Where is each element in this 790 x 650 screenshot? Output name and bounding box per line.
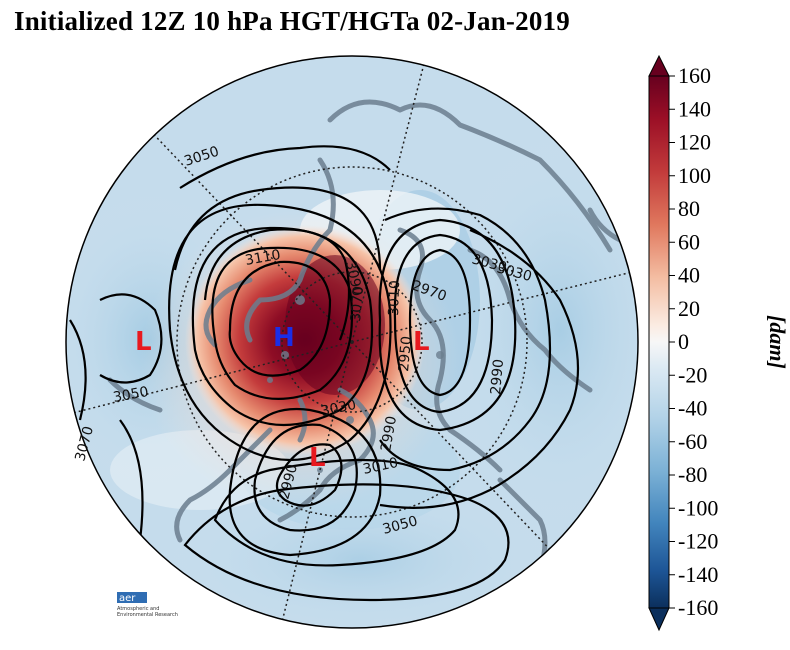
colorbar-tick-label: -40 bbox=[678, 396, 707, 421]
logo-text: aer bbox=[119, 593, 136, 604]
colorbar-tick-label: 140 bbox=[678, 96, 711, 121]
colorbar-tick-label: -160 bbox=[678, 595, 718, 620]
colorbar-tick-label: 80 bbox=[678, 196, 700, 221]
colorbar-tick-label: 20 bbox=[678, 296, 700, 321]
low-pressure-marker: L bbox=[309, 443, 326, 473]
colorbar-tick-label: 120 bbox=[678, 130, 711, 155]
pressure-systems: L H L L bbox=[135, 323, 430, 473]
colorbar-tick-label: -100 bbox=[678, 495, 718, 520]
colorbar-tick-label: 60 bbox=[678, 229, 700, 254]
low-pressure-marker: L bbox=[135, 327, 152, 357]
contour-label: 3090 bbox=[342, 260, 365, 298]
map-title: Initialized 12Z 10 hPa HGT/HGTa 02-Jan-2… bbox=[14, 6, 570, 36]
polar-map bbox=[66, 56, 638, 628]
aer-logo: aer Atmospheric and Environmental Resear… bbox=[117, 592, 178, 618]
colorbar-tick-label: 40 bbox=[678, 263, 700, 288]
high-pressure-marker: H bbox=[273, 323, 295, 353]
contour-label: 3010 bbox=[386, 280, 403, 316]
contour-label: 3030 bbox=[320, 397, 358, 420]
contour-label: 2950 bbox=[396, 335, 415, 372]
graticule bbox=[66, 59, 638, 628]
colorbar-unit: [dam] bbox=[765, 315, 790, 369]
islands bbox=[267, 295, 444, 473]
contour-label: 3070 bbox=[348, 285, 367, 322]
contour-label: 2990 bbox=[488, 358, 507, 395]
colorbar-tick-label: -140 bbox=[678, 562, 718, 587]
logo-tagline: Atmospheric and bbox=[117, 606, 159, 612]
colorbar: 160 140 120 100 80 60 40 20 0 -20 -40 -60 -80 -100 -12… bbox=[648, 54, 790, 632]
colorbar-tick-label: -60 bbox=[678, 429, 707, 454]
colorbar-tick-label: 100 bbox=[678, 163, 711, 188]
contour-label: 3110 bbox=[244, 247, 282, 269]
contour-label: 3010 bbox=[362, 455, 400, 478]
colorbar-ticks: 160 140 120 100 80 60 40 20 0 -20 -40 -60 -80 -100 -12… bbox=[669, 63, 718, 620]
height-contours bbox=[69, 145, 580, 602]
colorbar-tick-label: -80 bbox=[678, 462, 707, 487]
colorbar-tick-label: 0 bbox=[678, 329, 689, 354]
contour-label: 2990 bbox=[378, 415, 400, 453]
map-boundary bbox=[65, 55, 639, 629]
colorbar-gradient bbox=[648, 75, 670, 609]
colorbar-tick-label: -20 bbox=[678, 362, 707, 387]
colorbar-tick-label: -120 bbox=[678, 529, 718, 554]
low-pressure-marker: L bbox=[413, 327, 430, 357]
contour-label: 3050 bbox=[112, 384, 150, 406]
colorbar-tick-label: 160 bbox=[678, 63, 711, 88]
logo-tagline: Environmental Research bbox=[117, 612, 178, 618]
